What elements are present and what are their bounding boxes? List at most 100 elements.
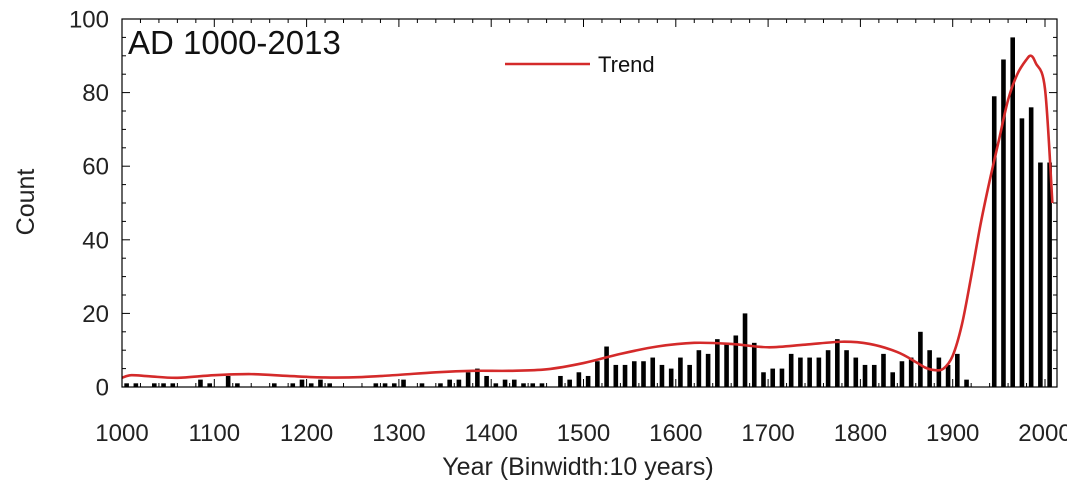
histogram-bar xyxy=(733,335,739,387)
histogram-bar xyxy=(613,364,619,387)
x-tick-label: 1300 xyxy=(372,420,425,447)
histogram-bar xyxy=(438,383,443,387)
histogram-bar xyxy=(622,364,628,387)
histogram-bar xyxy=(161,383,166,387)
x-tick-label: 1400 xyxy=(465,420,518,447)
histogram-bar xyxy=(456,379,462,387)
histogram-bar xyxy=(198,379,203,387)
trend-line xyxy=(121,54,1054,380)
histogram-bar xyxy=(945,364,951,387)
histogram-bar xyxy=(668,368,674,387)
histogram-bar xyxy=(484,375,489,387)
histogram-bar xyxy=(1010,37,1015,388)
histogram-bar xyxy=(290,383,296,387)
histogram-bar xyxy=(779,368,785,387)
histogram-bar xyxy=(807,357,812,387)
histogram-bar xyxy=(881,353,886,387)
y-tick-label: 80 xyxy=(82,80,109,107)
histogram-bar xyxy=(327,383,332,387)
histogram-bar xyxy=(475,368,480,387)
y-tick-label: 20 xyxy=(82,301,109,328)
y-tick-label: 40 xyxy=(82,227,109,254)
legend-trend-label: Trend xyxy=(598,52,655,77)
histogram-bar xyxy=(604,346,609,387)
histogram-bar xyxy=(567,379,572,387)
histogram-bar xyxy=(207,383,212,387)
histogram-bar xyxy=(955,353,960,387)
histogram-bar xyxy=(631,361,637,387)
histogram-bar xyxy=(1001,59,1006,387)
histogram-bar xyxy=(770,368,776,387)
histogram-bar xyxy=(124,383,129,387)
chart-title: AD 1000-2013 xyxy=(128,24,341,61)
histogram-bar xyxy=(595,361,600,387)
histogram-bar xyxy=(1047,162,1052,387)
histogram-bar xyxy=(401,379,406,387)
histogram-bar xyxy=(715,339,720,387)
histogram-bar xyxy=(899,361,905,387)
histogram-bar xyxy=(521,383,526,387)
histogram-bar xyxy=(705,353,711,387)
histogram-bar xyxy=(890,372,896,387)
x-tick-label: 1100 xyxy=(188,420,240,447)
x-tick-label: 1800 xyxy=(834,420,887,447)
histogram-bar xyxy=(558,375,563,387)
tick-labels: 1000 1100 1200 1300 1400 1500 1600 1700 1800 1900… xyxy=(69,7,1067,448)
histogram-bar xyxy=(918,331,923,387)
x-tick-label: 1500 xyxy=(557,420,610,447)
histogram-bar xyxy=(318,379,323,387)
histogram-bar xyxy=(659,364,665,387)
histogram-bar xyxy=(133,383,139,387)
x-axis-label: Year (Binwidth:10 years) xyxy=(442,453,713,481)
y-tick-label: 100 xyxy=(69,7,109,34)
histogram-bar xyxy=(1038,162,1043,387)
histogram-bar xyxy=(742,313,748,387)
tick-marks xyxy=(121,18,1057,388)
histogram-bar xyxy=(908,357,914,387)
histogram-bar xyxy=(391,383,397,387)
histogram-bar xyxy=(308,383,314,387)
histogram-bar xyxy=(382,383,388,387)
histogram-bar xyxy=(493,383,499,387)
histogram-bar xyxy=(724,342,729,387)
histogram-bar xyxy=(936,357,942,387)
histogram-bar xyxy=(585,375,591,387)
x-tick-label: 2000 xyxy=(1018,420,1067,447)
histogram-bar xyxy=(530,383,536,387)
histogram-bar xyxy=(751,342,757,387)
histogram-bar xyxy=(844,350,849,387)
histogram-bar xyxy=(798,357,803,387)
histogram-bar xyxy=(991,96,997,387)
histogram-bar xyxy=(650,357,656,387)
histogram-bar xyxy=(871,364,877,387)
histogram-bar xyxy=(862,364,868,387)
histogram-bar xyxy=(539,383,545,387)
histogram-bar xyxy=(419,383,425,387)
x-tick-label: 1000 xyxy=(95,420,148,447)
histogram-bar xyxy=(576,372,582,387)
histogram-bar xyxy=(816,357,822,387)
histogram-bar xyxy=(696,350,702,387)
histogram-bar xyxy=(678,357,683,387)
histogram-bar xyxy=(447,379,452,387)
histogram-bar xyxy=(964,379,969,387)
y-axis-label: Count xyxy=(12,169,40,236)
x-tick-label: 1600 xyxy=(649,420,702,447)
histogram-bar xyxy=(235,383,240,387)
histogram-bar xyxy=(641,361,646,387)
histogram-bar xyxy=(825,350,831,387)
histogram-bar xyxy=(299,379,305,387)
histogram-bar xyxy=(170,383,176,387)
histogram-bar xyxy=(853,357,859,387)
x-tick-label: 1700 xyxy=(741,420,794,447)
histogram-bar xyxy=(835,339,840,387)
histogram-bar xyxy=(687,364,692,387)
histogram-bar xyxy=(761,372,766,387)
histogram-bar xyxy=(1028,107,1034,387)
histogram-bar xyxy=(465,372,471,387)
x-tick-label: 1200 xyxy=(280,420,333,447)
histogram-bar xyxy=(225,375,231,387)
histogram-bar xyxy=(502,379,508,387)
histogram-bar xyxy=(788,353,794,387)
